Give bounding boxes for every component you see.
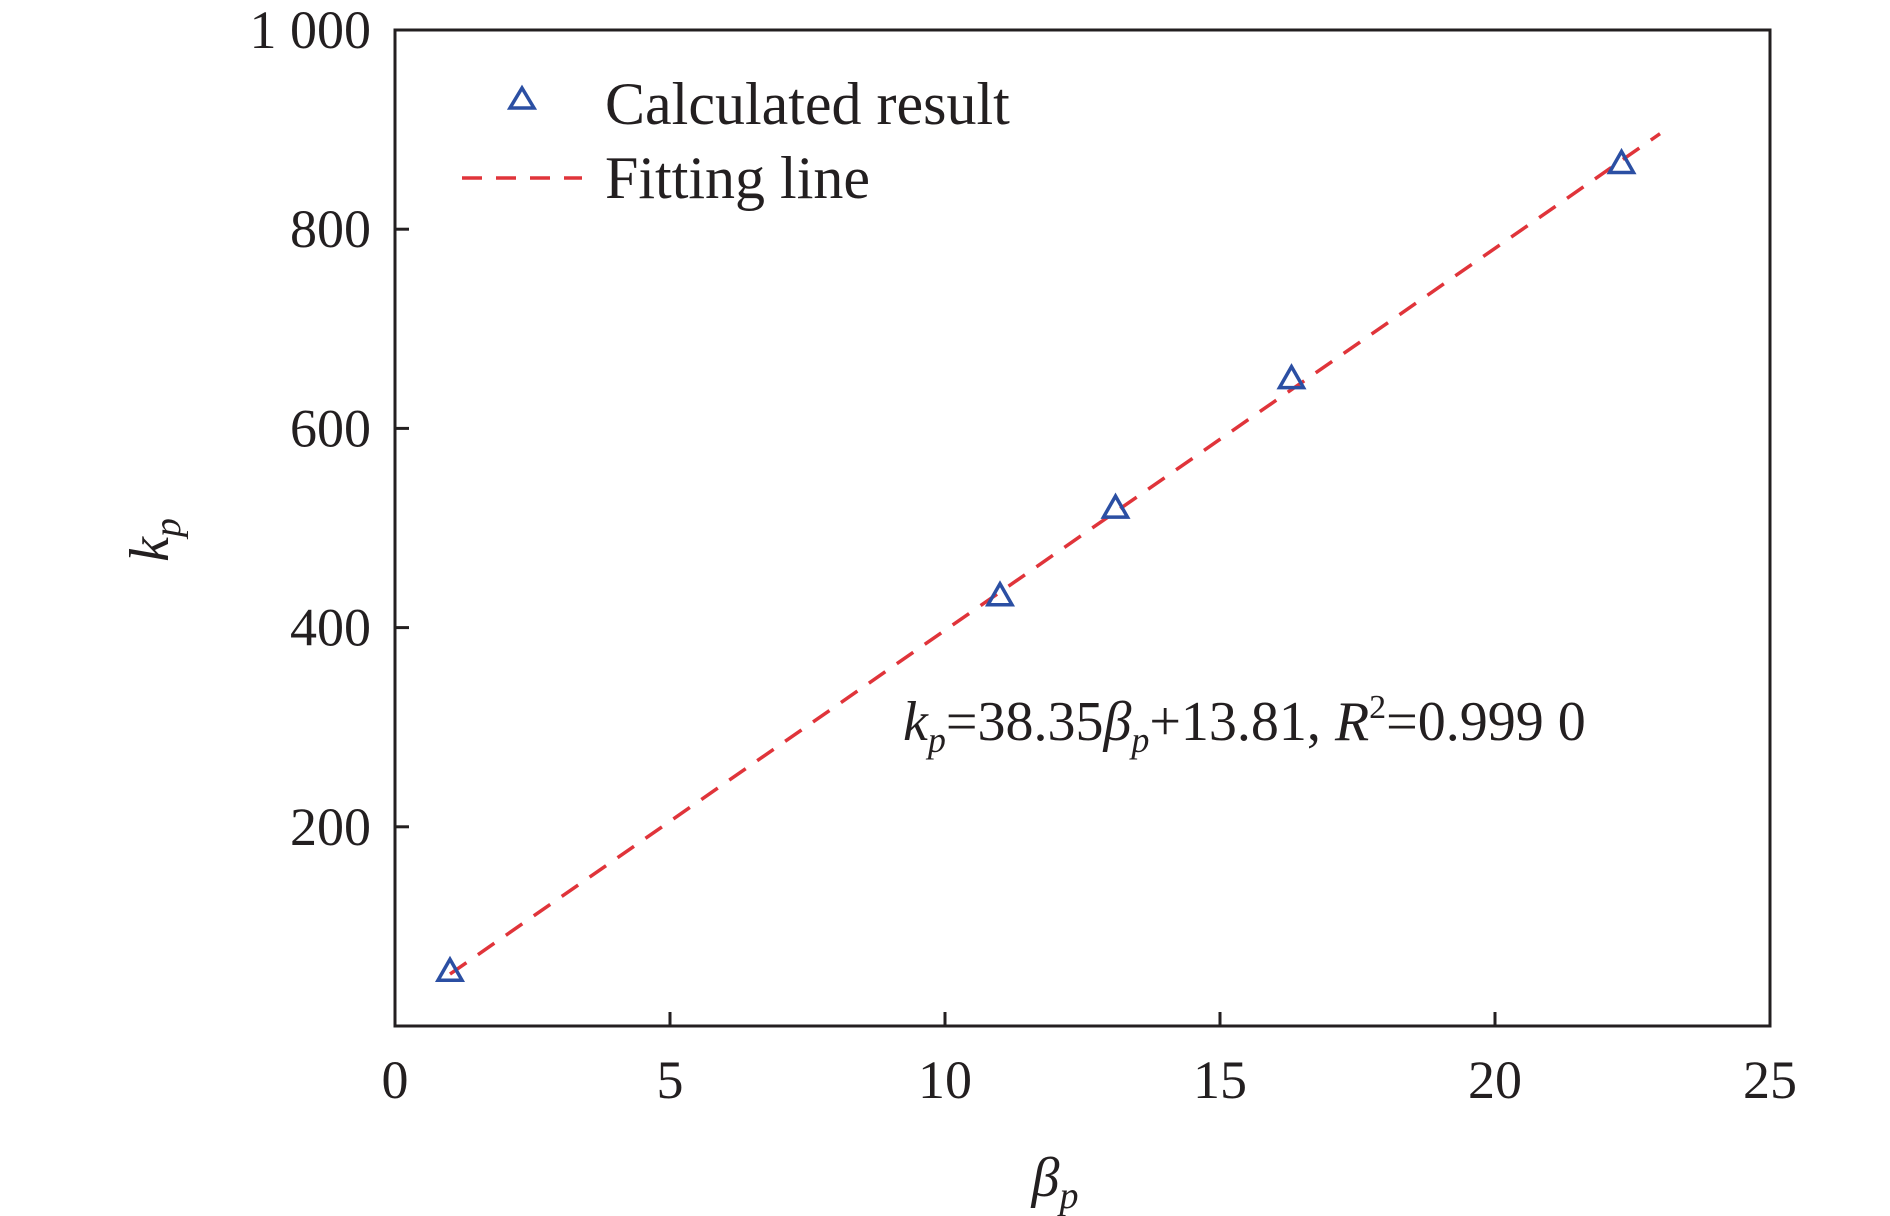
y-axis-ticks: 200 400 600 800 1 000	[250, 0, 409, 857]
x-tick-label: 0	[382, 1050, 409, 1110]
x-tick-label: 20	[1468, 1050, 1522, 1110]
eq-k-sub: p	[925, 720, 946, 760]
data-point-triangle	[1100, 492, 1131, 519]
data-point-triangle	[1276, 363, 1307, 390]
legend-label-calculated-result: Calculated result	[605, 71, 1010, 137]
x-tick-label: 10	[918, 1050, 972, 1110]
eq-k: k	[903, 691, 929, 753]
legend-marker-calculated-result	[506, 84, 538, 110]
eq-beta-sub: p	[1128, 720, 1149, 760]
eq-r: R	[1334, 691, 1369, 753]
y-tick-label: 200	[290, 797, 371, 857]
eq-r-sup: 2	[1369, 689, 1386, 726]
fitting-line	[449, 132, 1661, 976]
fit-equation-annotation: kp=38.35βp+13.81, R2=0.999 0	[903, 689, 1586, 760]
plot-area-border	[393, 28, 1772, 1028]
x-tick-label: 25	[1743, 1050, 1797, 1110]
x-axis-label-main: β	[1031, 1147, 1060, 1209]
data-point-triangle	[1606, 147, 1637, 175]
data-point-triangle	[434, 955, 466, 982]
x-axis-label: βp	[1031, 1147, 1079, 1216]
y-tick-label: 1 000	[250, 0, 372, 60]
y-tick-label: 600	[290, 398, 371, 458]
legend: Calculated result Fitting line	[462, 71, 1010, 211]
y-axis-label: kp	[119, 518, 189, 562]
eq-part3: =0.999 0	[1386, 691, 1586, 753]
data-point-triangle	[984, 580, 1016, 607]
y-tick-label: 800	[290, 199, 371, 259]
y-axis-label-main: k	[119, 536, 181, 562]
y-axis-label-subscript: p	[147, 518, 189, 540]
fitting-line-layer	[449, 132, 1661, 976]
y-tick-label: 400	[290, 598, 371, 658]
x-axis-label-subscript: p	[1056, 1175, 1078, 1216]
eq-part1: =38.35	[946, 691, 1104, 753]
eq-part2: +13.81,	[1149, 691, 1335, 753]
x-tick-label: 15	[1193, 1050, 1247, 1110]
data-points-layer	[434, 147, 1637, 982]
eq-beta: β	[1102, 691, 1131, 753]
x-axis-ticks: 0 5 10 15 20 25	[382, 1012, 1797, 1110]
legend-label-fitting-line: Fitting line	[605, 145, 870, 211]
plot-frame	[393, 28, 1772, 1028]
x-tick-label: 5	[657, 1050, 684, 1110]
